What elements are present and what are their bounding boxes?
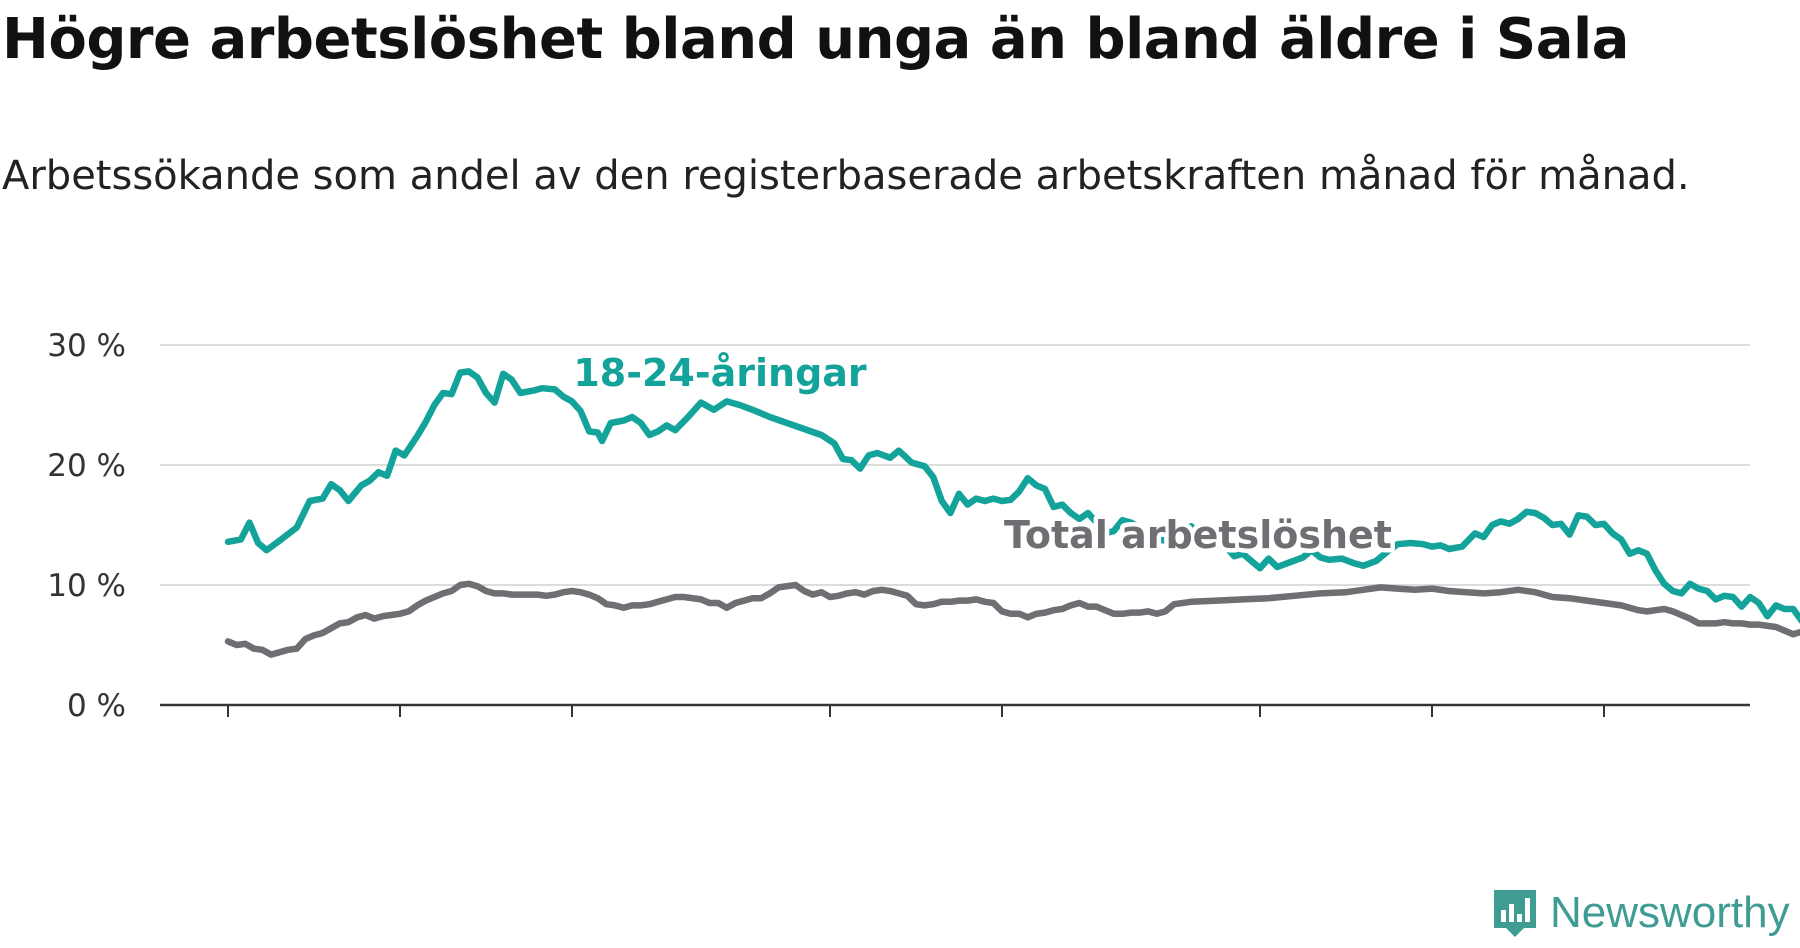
y-axis-ticks: 0 % 10 % 20 % 30 % xyxy=(47,328,126,720)
series-label: Total arbetslöshet xyxy=(1004,513,1392,557)
series-line-0 xyxy=(224,368,1800,624)
chart-title: Högre arbetslöshet bland unga än bland ä… xyxy=(2,7,1629,72)
x-axis-ticks: 20082010201220152017202020222024 xyxy=(227,705,1605,717)
series-lines xyxy=(224,368,1800,658)
newsworthy-logo: Newsworthy xyxy=(1492,885,1790,941)
brand-name: Newsworthy xyxy=(1550,888,1790,937)
series-labels: 18-24-åringar8,5 %Total arbetslöshet6,5 … xyxy=(569,347,1397,562)
newsworthy-logo-icon xyxy=(1494,890,1536,937)
line-chart: 0 % 10 % 20 % 30 % 200820102012201520172020… xyxy=(47,328,1800,720)
y-tick-label: 10 % xyxy=(47,568,126,604)
y-tick-label: 30 % xyxy=(47,328,126,364)
series-label: 18-24-åringar xyxy=(573,351,867,395)
y-tick-label: 20 % xyxy=(47,448,126,484)
y-tick-label: 0 % xyxy=(67,688,126,720)
gridlines xyxy=(160,344,1750,707)
series-line-1 xyxy=(224,580,1800,658)
chart-subtitle: Arbetssökande som andel av den registerb… xyxy=(2,153,1690,199)
